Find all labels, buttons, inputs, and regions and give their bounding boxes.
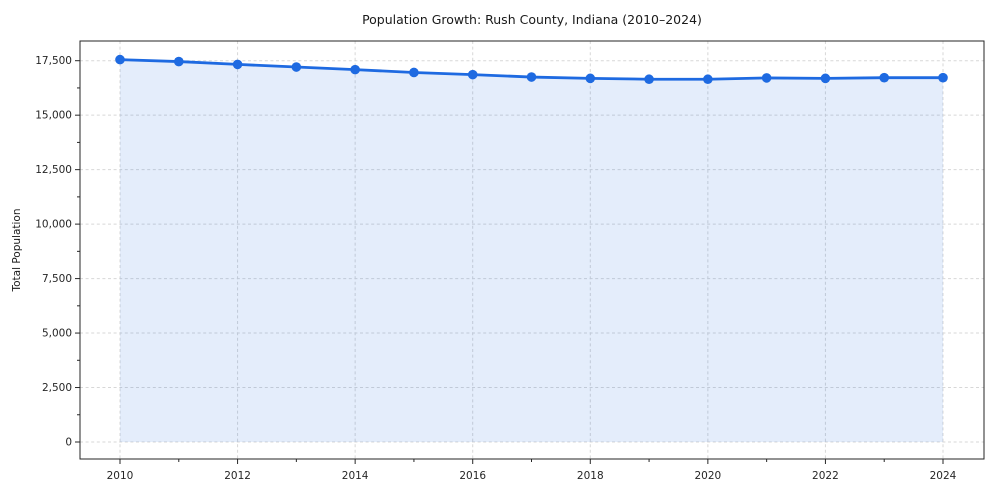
data-point [820,73,831,84]
data-point [409,67,419,78]
y-tick-label: 12,500 [35,164,72,176]
y-tick-label: 10,000 [35,219,72,231]
y-tick-label: 17,500 [35,55,72,67]
data-point [232,59,243,70]
data-point [761,73,772,83]
y-tick-label: 7,500 [42,273,72,285]
data-point [703,74,713,85]
data-point [350,64,360,75]
data-point [115,54,125,65]
area-fill [120,59,943,443]
x-tick-label: 2024 [930,470,957,482]
data-point [938,72,948,83]
y-tick-label: 15,000 [35,110,72,122]
data-point [467,69,478,80]
data-point [291,62,302,72]
x-tick-label: 2012 [224,470,251,482]
x-tick-label: 2016 [459,470,486,482]
x-tick-label: 2018 [577,470,604,482]
x-tick-label: 2010 [107,470,134,482]
x-tick-label: 2022 [812,470,839,482]
data-point [526,72,537,82]
data-point [644,74,654,85]
x-tick-label: 2020 [694,470,721,482]
data-point [173,56,184,67]
x-tick-label: 2014 [342,470,369,482]
data-point [585,73,596,84]
data-point [879,72,890,83]
y-tick-label: 0 [65,437,72,449]
chart-title: Population Growth: Rush County, Indiana … [362,12,702,27]
y-tick-label: 5,000 [42,328,72,340]
y-tick-label: 2,500 [42,382,72,394]
